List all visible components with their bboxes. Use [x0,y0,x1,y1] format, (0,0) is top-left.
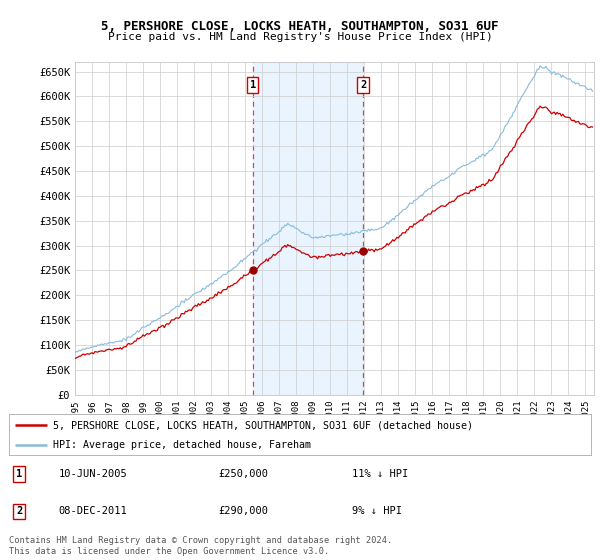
Text: £250,000: £250,000 [218,469,269,479]
Bar [253,62,363,395]
Text: Contains HM Land Registry data © Crown copyright and database right 2024.
This d: Contains HM Land Registry data © Crown c… [9,536,392,556]
Text: £290,000: £290,000 [218,506,269,516]
Text: 10-JUN-2005: 10-JUN-2005 [58,469,127,479]
Text: 5, PERSHORE CLOSE, LOCKS HEATH, SOUTHAMPTON, SO31 6UF (detached house): 5, PERSHORE CLOSE, LOCKS HEATH, SOUTHAMP… [53,421,473,430]
Text: 08-DEC-2011: 08-DEC-2011 [58,506,127,516]
Text: 2: 2 [16,506,22,516]
Text: 11% ↓ HPI: 11% ↓ HPI [352,469,409,479]
Text: 5, PERSHORE CLOSE, LOCKS HEATH, SOUTHAMPTON, SO31 6UF: 5, PERSHORE CLOSE, LOCKS HEATH, SOUTHAMP… [101,20,499,32]
Text: Price paid vs. HM Land Registry's House Price Index (HPI): Price paid vs. HM Land Registry's House … [107,32,493,43]
Text: 1: 1 [16,469,22,479]
Text: HPI: Average price, detached house, Fareham: HPI: Average price, detached house, Fare… [53,440,311,450]
Text: 1: 1 [250,80,256,90]
Text: 9% ↓ HPI: 9% ↓ HPI [352,506,403,516]
Text: 2: 2 [360,80,366,90]
